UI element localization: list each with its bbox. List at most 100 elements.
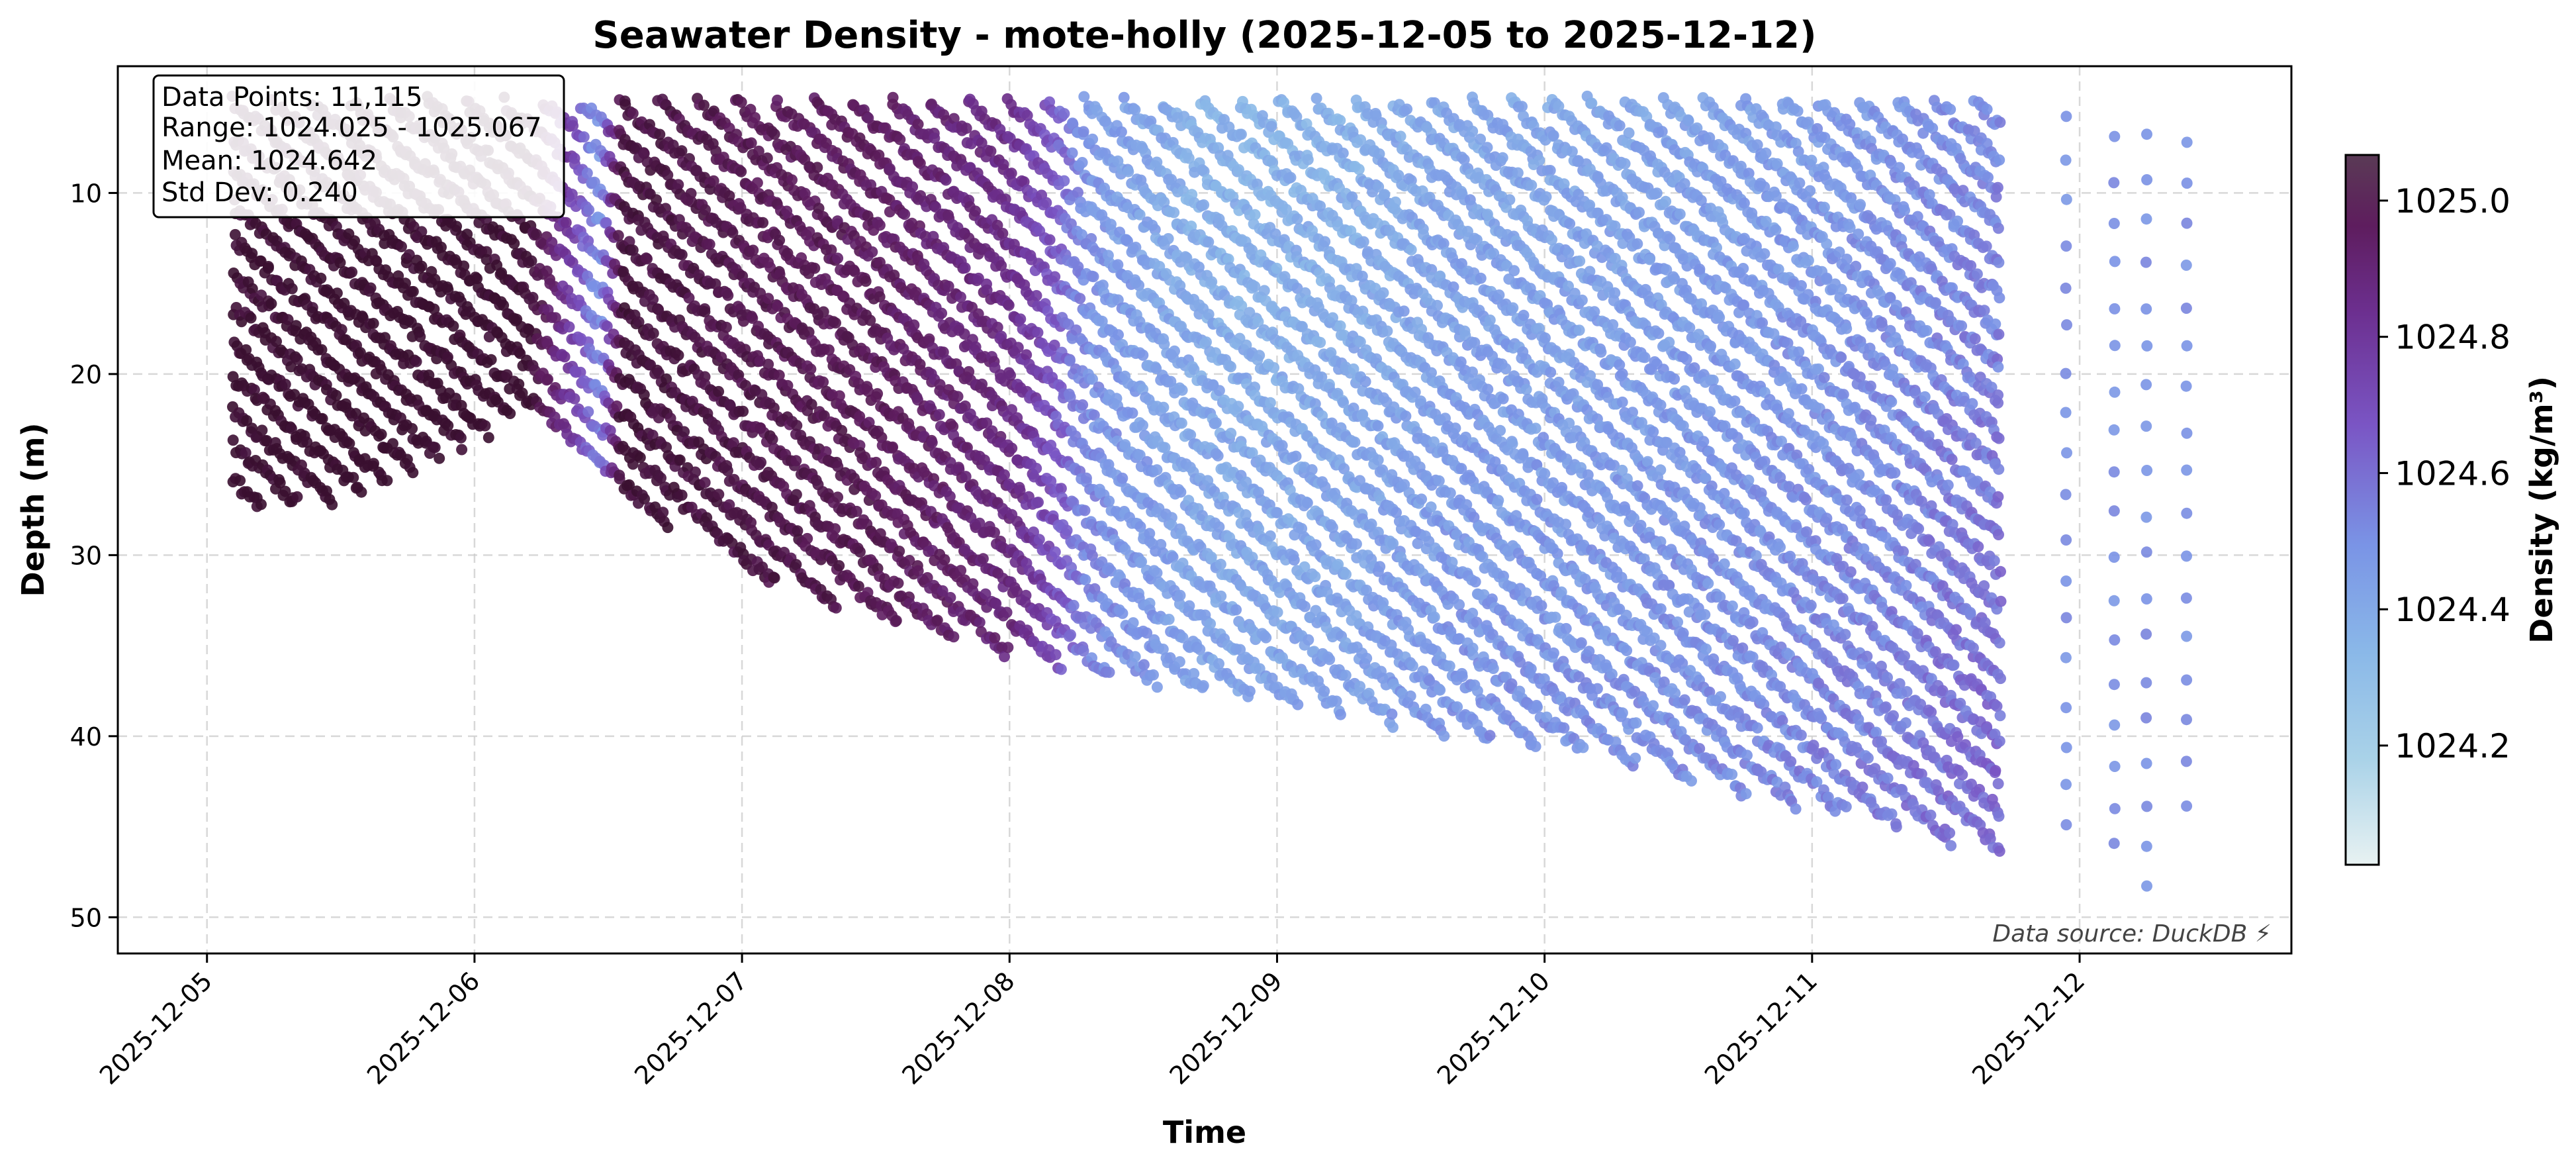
data-point (655, 472, 667, 484)
data-point (985, 145, 997, 157)
data-point (713, 489, 725, 501)
data-point (1049, 546, 1061, 558)
data-point (874, 219, 886, 231)
data-point (471, 273, 483, 285)
data-point (582, 406, 594, 418)
data-point (229, 228, 241, 240)
data-point (428, 303, 440, 315)
data-point (786, 174, 798, 186)
data-point (368, 458, 379, 469)
data-point (1087, 133, 1099, 145)
data-point (959, 262, 971, 274)
data-point (944, 592, 956, 603)
data-point (811, 162, 823, 173)
data-point (234, 475, 246, 487)
data-point (1137, 349, 1149, 361)
data-point (406, 422, 418, 434)
data-point (1040, 197, 1052, 209)
data-point (291, 491, 303, 503)
data-point (1118, 91, 1130, 103)
data-point (1174, 589, 1186, 601)
data-point (367, 318, 379, 329)
data-point (387, 438, 398, 450)
data-point (248, 384, 260, 396)
data-point (1065, 629, 1076, 641)
data-point (1127, 407, 1138, 419)
data-point (870, 456, 882, 468)
data-point (1117, 472, 1128, 484)
data-point (612, 230, 624, 242)
data-point (569, 393, 580, 405)
data-point (1230, 604, 1242, 616)
data-point (1021, 349, 1033, 361)
data-point (974, 616, 986, 628)
data-point (375, 428, 387, 440)
data-point (647, 429, 659, 441)
data-point (1232, 401, 1244, 413)
data-point (1055, 663, 1067, 675)
data-point (334, 257, 346, 269)
data-point (755, 456, 767, 468)
data-point (701, 512, 713, 524)
data-point (661, 442, 672, 454)
data-point (672, 179, 684, 191)
data-point (1210, 417, 1222, 429)
data-point (641, 253, 653, 265)
data-point (1103, 666, 1115, 678)
data-point (772, 94, 783, 106)
data-point (1215, 590, 1227, 602)
data-point (967, 578, 979, 590)
data-point (567, 120, 579, 132)
data-point (860, 275, 872, 287)
data-point (526, 255, 537, 267)
data-point (676, 249, 688, 261)
data-point (774, 234, 786, 246)
data-point (1127, 617, 1139, 629)
data-point (575, 366, 586, 378)
data-point (1212, 450, 1224, 462)
data-point (854, 546, 866, 558)
data-point (481, 246, 492, 258)
data-point (627, 107, 639, 119)
data-point (647, 293, 659, 305)
data-point (955, 291, 966, 303)
data-point (926, 437, 938, 448)
data-point (699, 477, 711, 489)
data-point (627, 458, 639, 470)
data-point (246, 248, 258, 260)
data-point (416, 226, 428, 238)
data-point (1225, 428, 1237, 439)
data-point (1031, 290, 1042, 301)
data-point (952, 391, 964, 403)
data-point (407, 285, 419, 297)
data-point (791, 420, 803, 432)
data-point (1151, 681, 1163, 693)
data-point (245, 312, 257, 324)
data-point (1006, 442, 1018, 454)
data-point (634, 452, 646, 463)
data-point (442, 420, 454, 432)
data-point (381, 475, 393, 487)
data-point (647, 327, 659, 339)
data-point (326, 499, 338, 511)
data-point (832, 252, 844, 264)
data-point (830, 317, 841, 329)
data-point (1077, 399, 1089, 411)
data-point (261, 435, 273, 446)
data-point (407, 467, 419, 479)
chart-title: Seawater Density - mote-holly (2025-12-0… (592, 14, 1816, 57)
data-point (271, 336, 282, 348)
data-point (1117, 607, 1128, 619)
data-point (1129, 651, 1141, 663)
data-point (751, 177, 763, 189)
data-point (737, 405, 749, 417)
data-point (1138, 659, 1150, 671)
data-point (735, 166, 747, 177)
data-point (456, 444, 468, 456)
data-point (316, 344, 328, 356)
data-point (530, 228, 542, 240)
data-point (479, 420, 491, 432)
data-point (1158, 401, 1170, 413)
data-point (672, 350, 684, 361)
